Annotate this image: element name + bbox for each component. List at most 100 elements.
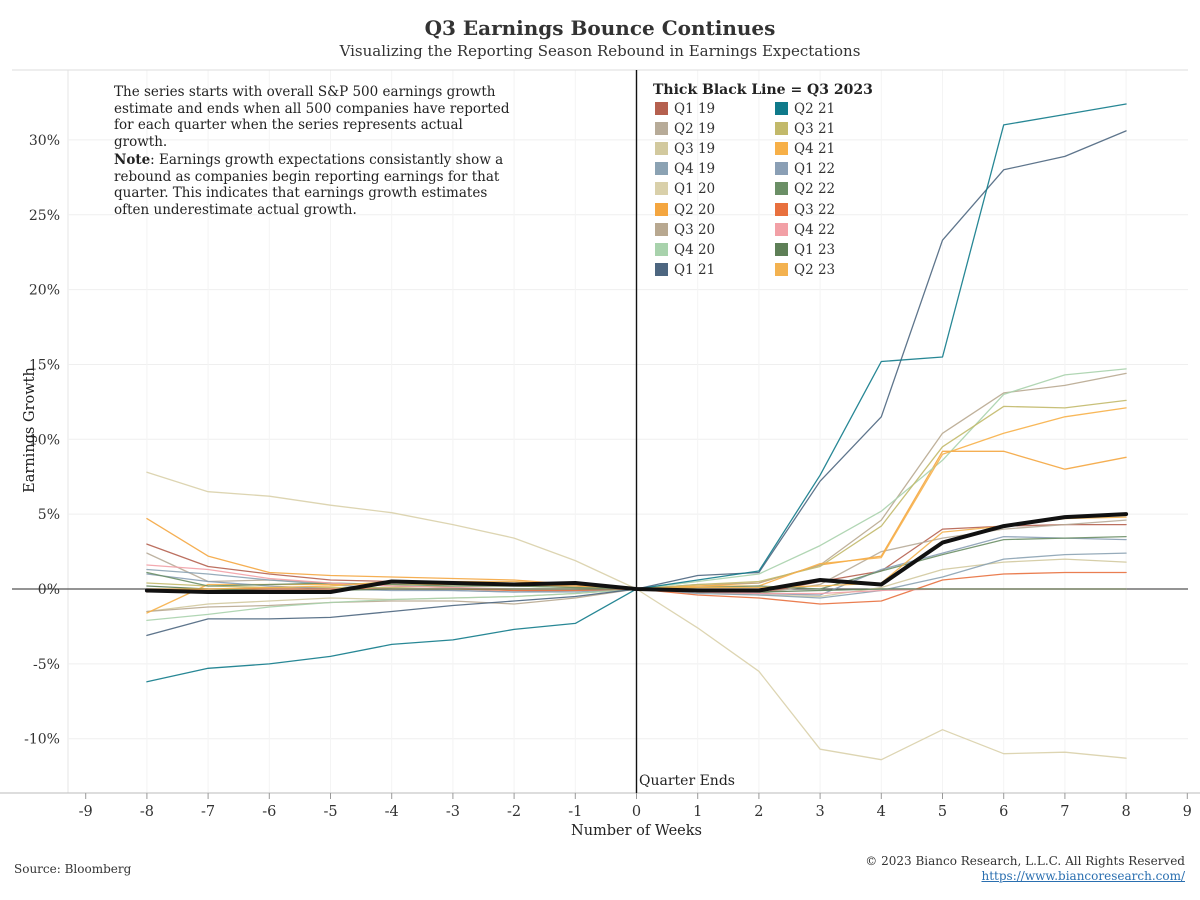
quarter-ends-annotation: Quarter Ends (639, 773, 735, 789)
y-tick-label: 0% (38, 582, 60, 598)
copyright-note: © 2023 Bianco Research, L.L.C. All Right… (865, 854, 1185, 868)
chart-note: Note: Earnings growth expectations consi… (114, 152, 514, 218)
legend-item-q1-20: Q1 20 (655, 180, 715, 198)
x-tick-label: 8 (1121, 804, 1130, 820)
legend-item-q4-21: Q4 21 (775, 140, 835, 158)
y-tick-label: 20% (29, 283, 60, 299)
legend-label: Q2 22 (794, 181, 836, 198)
x-tick-label: -3 (446, 804, 460, 820)
legend-swatch (775, 262, 788, 276)
x-tick-label: -6 (262, 804, 276, 820)
legend-item-q2-21: Q2 21 (775, 100, 835, 118)
legend-item-q1-21: Q1 21 (655, 261, 715, 279)
y-tick-label: 25% (29, 208, 60, 224)
legend-label: Q3 21 (794, 121, 836, 138)
legend-swatch (655, 202, 668, 216)
legend-title: Thick Black Line = Q3 2023 (653, 82, 873, 98)
legend-label: Q3 19 (674, 141, 716, 158)
legend-swatch (775, 242, 788, 256)
grid-lines (67, 70, 1188, 793)
legend-item-q1-23: Q1 23 (775, 241, 835, 259)
legend-label: Q4 19 (674, 161, 716, 178)
legend-swatch (775, 122, 788, 136)
legend-label: Q1 20 (674, 181, 716, 198)
x-tick-label: 7 (1060, 804, 1069, 820)
chart-note-description: The series starts with overall S&P 500 e… (114, 84, 510, 150)
y-axis-label: Earnings Growth (22, 367, 38, 493)
legend-label: Q2 21 (794, 101, 836, 117)
legend-swatch (655, 142, 668, 156)
legend-swatch (775, 142, 788, 156)
x-tick-label: -5 (323, 804, 337, 820)
legend-swatch (655, 222, 668, 236)
legend-item-q1-19: Q1 19 (655, 100, 715, 118)
x-tick-label: 4 (877, 804, 886, 820)
y-tick-label: 10% (29, 432, 60, 448)
legend-swatch (655, 182, 668, 196)
y-tick-label: -10% (24, 732, 60, 748)
legend-item-q4-20: Q4 20 (655, 241, 715, 259)
legend-item-q3-21: Q3 21 (775, 120, 835, 138)
website-link[interactable]: https://www.biancoresearch.com/ (981, 869, 1185, 883)
legend-item-q2-23: Q2 23 (775, 261, 835, 279)
x-axis-label: Number of Weeks (571, 823, 702, 839)
y-tick-label: -5% (33, 657, 60, 673)
legend-item-q2-19: Q2 19 (655, 120, 715, 138)
legend-item-q4-19: Q4 19 (655, 160, 715, 178)
legend-swatch (775, 162, 788, 176)
legend-swatch (655, 262, 668, 276)
legend-label: Q4 20 (674, 241, 716, 258)
x-tick-label: -2 (507, 804, 521, 820)
note-text: : Earnings growth expectations consistan… (114, 152, 504, 218)
x-tick-label: 0 (632, 804, 641, 820)
legend-label: Q3 20 (674, 221, 716, 238)
legend-label: Q1 21 (674, 261, 716, 278)
y-tick-label: 30% (29, 133, 60, 149)
legend-item-q3-22: Q3 22 (775, 201, 835, 219)
legend-label: Q3 22 (794, 201, 836, 218)
legend-item-q2-22: Q2 22 (775, 180, 835, 198)
legend-swatch (655, 162, 668, 176)
legend-item-q3-19: Q3 19 (655, 140, 715, 158)
legend-swatch (775, 182, 788, 196)
legend-swatch (655, 122, 668, 136)
x-tick-label: 6 (999, 804, 1008, 820)
legend-label: Q1 23 (794, 241, 836, 258)
note-label: Note (114, 152, 151, 168)
source-note: Source: Bloomberg (14, 862, 132, 876)
x-tick-label: 9 (1183, 804, 1192, 820)
x-tick-label: -9 (79, 804, 93, 820)
x-tick-label: 3 (815, 804, 824, 820)
legend-swatch (655, 242, 668, 256)
series-lines (144, 103, 1129, 761)
legend-label: Q4 22 (794, 221, 836, 238)
x-tick-label: -7 (201, 804, 215, 820)
x-tick-label: 1 (693, 804, 702, 820)
chart-title: Q3 Earnings Bounce Continues (424, 16, 776, 40)
x-tick-label: -1 (568, 804, 582, 820)
legend-label: Q2 23 (794, 261, 836, 278)
legend-item-q2-20: Q2 20 (655, 201, 715, 219)
series-line-q3-23 (144, 512, 1129, 594)
legend-item-q3-20: Q3 20 (655, 221, 715, 239)
legend-item-q1-22: Q1 22 (775, 160, 835, 178)
legend-label: Q1 22 (794, 161, 836, 178)
legend-label: Q2 20 (674, 201, 716, 218)
legend-swatch (775, 102, 788, 115)
legend-swatch (655, 102, 668, 115)
legend-item-q4-22: Q4 22 (775, 221, 835, 239)
legend-swatch (775, 202, 788, 216)
y-tick-label: 15% (29, 357, 60, 373)
x-tick-label: -8 (140, 804, 154, 820)
legend-label: Q4 21 (794, 141, 836, 158)
chart-subtitle: Visualizing the Reporting Season Rebound… (339, 42, 861, 60)
y-tick-label: 5% (38, 507, 60, 523)
x-tick-label: 2 (754, 804, 763, 820)
x-tick-label: -4 (385, 804, 399, 820)
legend-label: Q1 19 (674, 101, 716, 117)
tick-labels: -10% -5% 0% 5% 10% 15% 20% 25% 30% -9 -8 -7 -6 -5 -4 -3… (24, 133, 1192, 820)
x-tick-label: 5 (938, 804, 947, 820)
legend-swatch (775, 222, 788, 236)
legend-label: Q2 19 (674, 121, 716, 138)
